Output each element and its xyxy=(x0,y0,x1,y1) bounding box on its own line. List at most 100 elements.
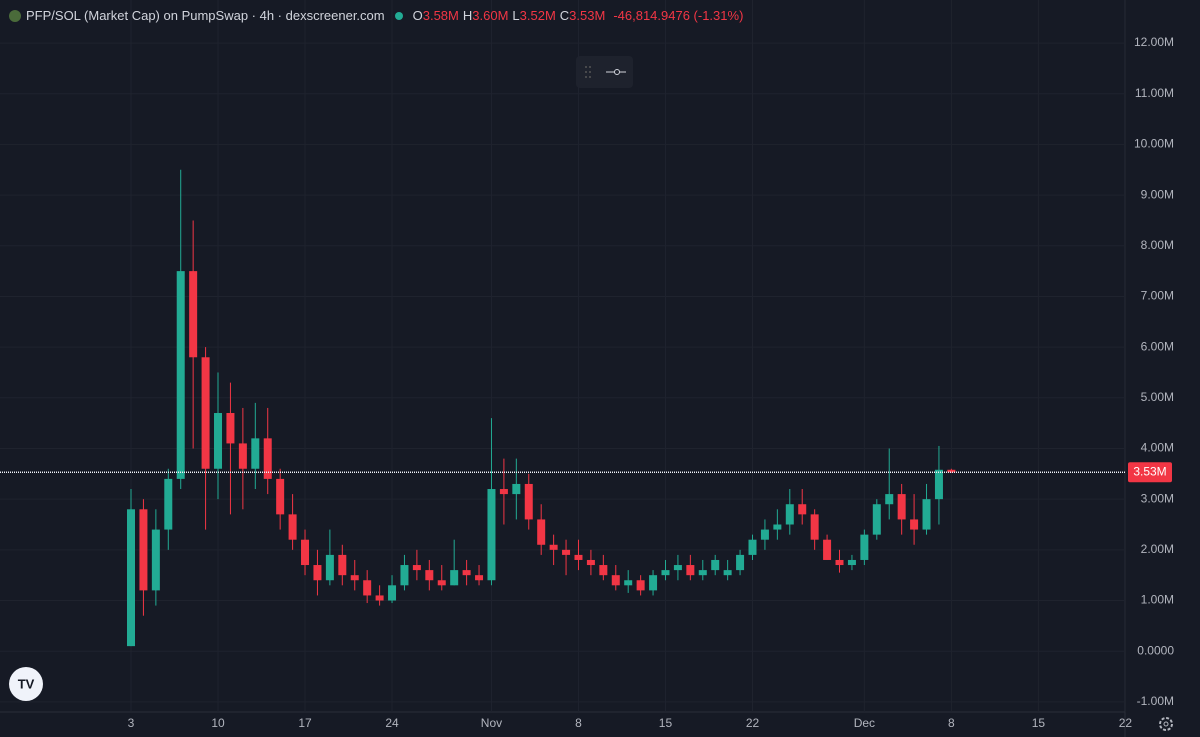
candle-body xyxy=(524,483,533,520)
price-label: 3.53M xyxy=(1133,464,1166,478)
y-tick-label: 8.00M xyxy=(1141,238,1174,252)
candle-body xyxy=(823,539,832,560)
candle-body xyxy=(922,499,931,530)
candle-body xyxy=(499,489,508,495)
candle-body xyxy=(835,559,844,566)
y-tick-label: 4.00M xyxy=(1141,441,1174,455)
candle-body xyxy=(226,413,235,444)
candle-body xyxy=(586,559,595,566)
candle-body xyxy=(860,534,869,560)
candle-body xyxy=(425,570,434,581)
svg-text:TV: TV xyxy=(18,676,35,691)
candle-body xyxy=(686,565,695,576)
y-tick-label: 12.00M xyxy=(1134,35,1174,49)
toolbar[interactable] xyxy=(576,56,633,88)
price-label-bg xyxy=(1128,462,1172,483)
candle-body xyxy=(934,469,943,500)
candle-body xyxy=(760,529,769,540)
candle-body xyxy=(847,559,856,566)
x-tick-label: 17 xyxy=(298,716,312,730)
candle-body xyxy=(338,554,347,576)
legend-key: L xyxy=(512,8,520,23)
y-tick-label: 2.00M xyxy=(1141,542,1174,556)
candle-body xyxy=(661,570,670,576)
header: PFP/SOL (Market Cap) on PumpSwap · 4h · … xyxy=(8,8,747,23)
candle-body xyxy=(512,483,521,495)
candle-body xyxy=(947,469,956,473)
candle-body xyxy=(412,565,421,571)
candle-body xyxy=(363,580,372,596)
y-tick-label: -1.00M xyxy=(1137,694,1174,708)
candle-body xyxy=(748,539,757,555)
candle-body xyxy=(301,539,310,566)
y-tick-label: 1.00M xyxy=(1141,593,1174,607)
candle-body xyxy=(711,559,720,571)
candle-body xyxy=(164,478,173,530)
legend-value: 3.52M xyxy=(519,8,556,23)
legend-key: C xyxy=(559,8,570,23)
y-tick-label: 3.00M xyxy=(1141,491,1174,505)
candle-body xyxy=(151,529,160,591)
x-tick-label: 22 xyxy=(746,716,760,730)
candle-body xyxy=(263,438,272,479)
ohlc-legend: O3.58M H3.60M L3.52M C3.53M xyxy=(413,8,610,23)
x-tick-label: 10 xyxy=(211,716,225,730)
candle-body xyxy=(350,575,359,581)
candle-body xyxy=(537,519,546,545)
candle-body xyxy=(437,580,446,586)
candle-body xyxy=(636,580,645,591)
candle-body xyxy=(462,570,471,576)
candle-body xyxy=(475,575,484,581)
x-tick-label: 22 xyxy=(1119,716,1133,730)
candle-body xyxy=(599,565,608,576)
y-tick-label: 10.00M xyxy=(1134,137,1174,151)
candle-body xyxy=(736,554,745,571)
candle-body xyxy=(897,494,906,520)
candle-body xyxy=(375,595,384,601)
candle-body xyxy=(176,271,185,479)
candle-body xyxy=(872,504,881,535)
candle-body xyxy=(288,514,297,540)
candle-body xyxy=(798,504,807,515)
candle-body xyxy=(698,570,707,576)
x-tick-label: 8 xyxy=(575,716,582,730)
settings-icon[interactable] xyxy=(1159,717,1173,731)
legend-value: 3.60M xyxy=(472,8,509,23)
status-dot xyxy=(394,11,403,20)
candle-body xyxy=(773,524,782,530)
logo[interactable]: TV xyxy=(9,667,43,701)
candle-body xyxy=(325,554,334,581)
x-tick-label: 15 xyxy=(1032,716,1046,730)
candle-body xyxy=(810,514,819,540)
candle-body xyxy=(910,519,919,530)
x-tick-label: 8 xyxy=(948,716,955,730)
candle-body xyxy=(624,580,633,586)
candle-body xyxy=(139,509,148,591)
x-tick-label: 15 xyxy=(659,716,673,730)
x-tick-label: Nov xyxy=(481,716,502,730)
candle-body xyxy=(201,357,210,469)
candle-body xyxy=(400,565,409,586)
candle-body xyxy=(238,443,247,469)
title: PFP/SOL (Market Cap) on PumpSwap · 4h · … xyxy=(26,8,385,23)
legend-value: 3.53M xyxy=(569,8,606,23)
y-tick-label: 7.00M xyxy=(1141,289,1174,303)
candle-body xyxy=(562,549,571,555)
candle-body xyxy=(189,271,198,358)
candle-body xyxy=(673,565,682,571)
candle-body xyxy=(611,575,620,586)
candle-body xyxy=(450,570,459,586)
change: -46,814.9476 (-1.31%) xyxy=(613,8,744,23)
candle-body xyxy=(127,509,135,647)
candle-body xyxy=(388,585,397,601)
candle-body xyxy=(723,570,732,576)
candle-body xyxy=(276,478,285,515)
candle-body xyxy=(214,413,223,469)
candle-body xyxy=(549,544,558,550)
candle-body xyxy=(785,504,794,525)
candle-body xyxy=(313,565,322,581)
y-tick-label: 9.00M xyxy=(1141,187,1174,201)
y-tick-label: 0.0000 xyxy=(1137,643,1174,657)
